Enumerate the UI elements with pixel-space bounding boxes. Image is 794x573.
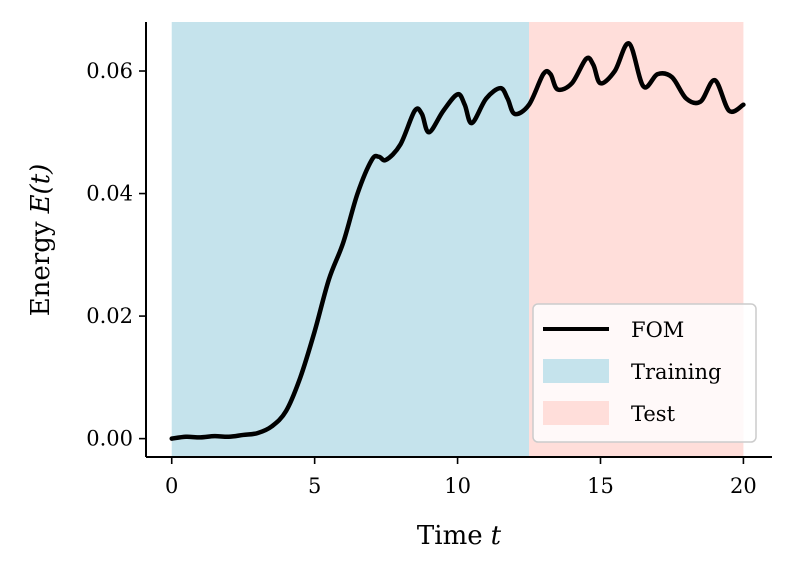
x-tick-label: 0 xyxy=(165,474,178,498)
legend-swatch-training xyxy=(543,359,609,383)
y-axis-label-text: Energy xyxy=(26,221,56,316)
y-tick-label: 0.04 xyxy=(86,182,133,206)
region-training xyxy=(171,22,530,457)
y-ticks: 0.00 0.02 0.04 0.06 xyxy=(86,59,146,451)
x-tick-label: 10 xyxy=(444,474,471,498)
x-ticks: 0 5 10 15 20 xyxy=(165,457,757,498)
x-axis-label-text: Time xyxy=(417,521,483,551)
legend-label-fom: FOM xyxy=(631,318,684,342)
x-axis-label: Time t xyxy=(417,521,502,551)
y-tick-label: 0.00 xyxy=(86,427,133,451)
x-tick-label: 5 xyxy=(308,474,321,498)
legend-swatch-test xyxy=(543,401,609,425)
y-tick-label: 0.06 xyxy=(86,59,133,83)
x-axis-label-var: t xyxy=(491,521,502,551)
x-tick-label: 20 xyxy=(730,474,757,498)
axes xyxy=(145,22,772,458)
series-lines xyxy=(169,41,746,441)
series-line-fom xyxy=(169,41,746,441)
y-axis-label: Energy E(t) xyxy=(26,164,56,317)
legend-label-training: Training xyxy=(631,360,722,384)
y-axis-label-var: E(t) xyxy=(26,164,56,215)
legend: FOM Training Test xyxy=(532,303,757,443)
legend-label-test: Test xyxy=(631,402,676,426)
y-tick-label: 0.02 xyxy=(86,304,133,328)
x-tick-label: 15 xyxy=(587,474,614,498)
